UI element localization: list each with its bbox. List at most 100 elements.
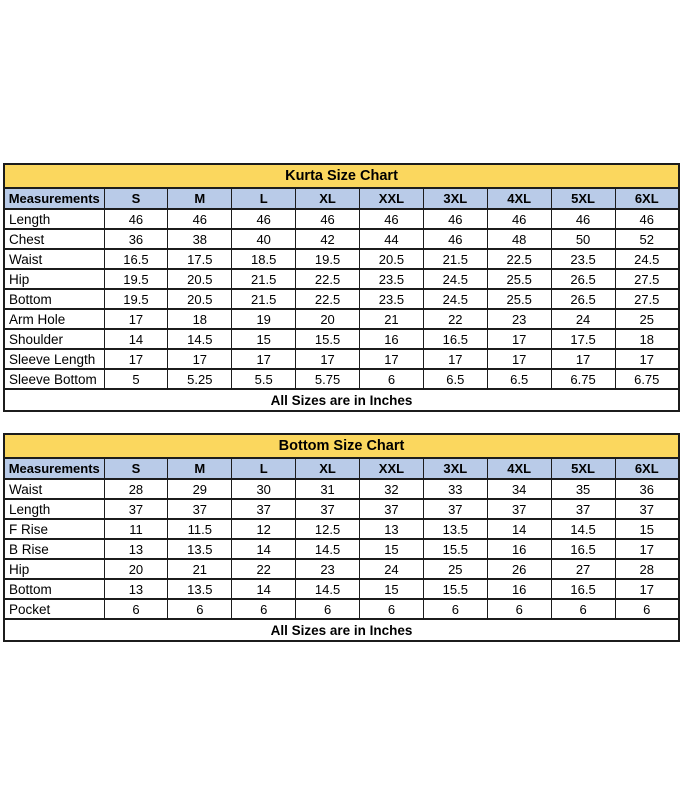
table-row: Waist 28 29 30 31 32 33 34 35 36 — [3, 478, 680, 500]
column-header: XXL — [359, 457, 424, 480]
size-value: 17 — [614, 348, 680, 370]
size-value: 22.5 — [295, 288, 360, 310]
measurement-label: F Rise — [3, 518, 105, 540]
size-value: 18 — [167, 308, 233, 330]
size-value: 23.5 — [359, 268, 424, 290]
size-value: 20 — [103, 558, 169, 580]
size-value: 18.5 — [231, 248, 297, 270]
measurement-label: Hip — [3, 268, 105, 290]
size-value: 6 — [103, 598, 169, 620]
table-header-row: Measurements S M L XL XXL 3XL 4XL 5XL 6XL — [3, 457, 680, 480]
size-value: 16.5 — [550, 578, 616, 600]
size-value: 22 — [231, 558, 297, 580]
size-value: 5.5 — [231, 368, 297, 390]
size-value: 21.5 — [231, 288, 297, 310]
size-value: 25 — [422, 558, 488, 580]
size-value: 17.5 — [167, 248, 233, 270]
column-header: Measurements — [3, 457, 105, 480]
table-title: Bottom Size Chart — [3, 433, 680, 459]
size-value: 17 — [103, 348, 169, 370]
size-value: 13.5 — [422, 518, 488, 540]
size-value: 20.5 — [359, 248, 424, 270]
size-value: 17 — [486, 328, 552, 350]
size-value: 6 — [167, 598, 233, 620]
size-value: 17 — [167, 348, 233, 370]
size-value: 46 — [486, 208, 552, 230]
table-title-row: Bottom Size Chart — [3, 433, 680, 459]
size-value: 5 — [103, 368, 169, 390]
size-value: 6 — [422, 598, 488, 620]
size-value: 15.5 — [422, 578, 488, 600]
size-value: 32 — [359, 478, 424, 500]
measurement-label: Pocket — [3, 598, 105, 620]
size-value: 26 — [486, 558, 552, 580]
size-value: 20.5 — [167, 288, 233, 310]
size-value: 6 — [231, 598, 297, 620]
measurement-label: Length — [3, 208, 105, 230]
table-row: Arm Hole 17 18 19 20 21 22 23 24 25 — [3, 308, 680, 330]
measurement-label: Bottom — [3, 578, 105, 600]
size-value: 13 — [359, 518, 424, 540]
size-value: 24 — [359, 558, 424, 580]
measurement-label: Waist — [3, 478, 105, 500]
size-value: 14 — [231, 578, 297, 600]
column-header: 4XL — [486, 187, 552, 210]
size-value: 17 — [614, 538, 680, 560]
size-value: 37 — [359, 498, 424, 520]
measurement-label: Chest — [3, 228, 105, 250]
size-value: 15 — [359, 538, 424, 560]
size-value: 37 — [486, 498, 552, 520]
size-value: 17 — [614, 578, 680, 600]
column-header: S — [103, 187, 169, 210]
size-value: 19 — [231, 308, 297, 330]
size-value: 37 — [231, 498, 297, 520]
column-header: 4XL — [486, 457, 552, 480]
size-value: 17 — [486, 348, 552, 370]
units-note: All Sizes are in Inches — [3, 388, 680, 412]
table-footer-row: All Sizes are in Inches — [3, 388, 680, 412]
size-value: 6.75 — [614, 368, 680, 390]
size-value: 19.5 — [103, 268, 169, 290]
table-row: Sleeve Bottom 5 5.25 5.5 5.75 6 6.5 6.5 6.75 6.75 — [3, 368, 680, 390]
table-row: Length 37 37 37 37 37 37 37 37 37 — [3, 498, 680, 520]
table-footer-row: All Sizes are in Inches — [3, 618, 680, 642]
column-header: XL — [295, 457, 360, 480]
size-value: 30 — [231, 478, 297, 500]
table-row: Hip 20 21 22 23 24 25 26 27 28 — [3, 558, 680, 580]
size-value: 15 — [614, 518, 680, 540]
table-title: Kurta Size Chart — [3, 163, 680, 189]
table-row: Length 46 46 46 46 46 46 46 46 46 — [3, 208, 680, 230]
size-value: 19.5 — [295, 248, 360, 270]
size-value: 46 — [422, 208, 488, 230]
size-chart-sheet: Kurta Size Chart Measurements S M L XL XXL 3XL 4… — [3, 163, 680, 642]
size-value: 12 — [231, 518, 297, 540]
column-header: 5XL — [550, 457, 616, 480]
size-value: 15 — [359, 578, 424, 600]
size-value: 20 — [295, 308, 360, 330]
size-value: 11.5 — [167, 518, 233, 540]
table-row: Waist 16.5 17.5 18.5 19.5 20.5 21.5 22.5 23.5 24.… — [3, 248, 680, 270]
measurement-label: Length — [3, 498, 105, 520]
size-value: 46 — [167, 208, 233, 230]
size-value: 26.5 — [550, 288, 616, 310]
column-header: Measurements — [3, 187, 105, 210]
size-value: 17 — [359, 348, 424, 370]
size-value: 52 — [614, 228, 680, 250]
size-value: 37 — [167, 498, 233, 520]
size-value: 12.5 — [295, 518, 360, 540]
size-value: 13.5 — [167, 578, 233, 600]
table-gap — [3, 412, 680, 433]
measurement-label: B Rise — [3, 538, 105, 560]
size-value: 50 — [550, 228, 616, 250]
size-value: 28 — [614, 558, 680, 580]
size-value: 27 — [550, 558, 616, 580]
size-value: 24.5 — [422, 288, 488, 310]
size-value: 5.25 — [167, 368, 233, 390]
size-value: 6.5 — [422, 368, 488, 390]
size-value: 17 — [295, 348, 360, 370]
size-value: 46 — [103, 208, 169, 230]
table-row: Shoulder 14 14.5 15 15.5 16 16.5 17 17.5 18 — [3, 328, 680, 350]
size-value: 24.5 — [614, 248, 680, 270]
column-header: M — [167, 457, 233, 480]
